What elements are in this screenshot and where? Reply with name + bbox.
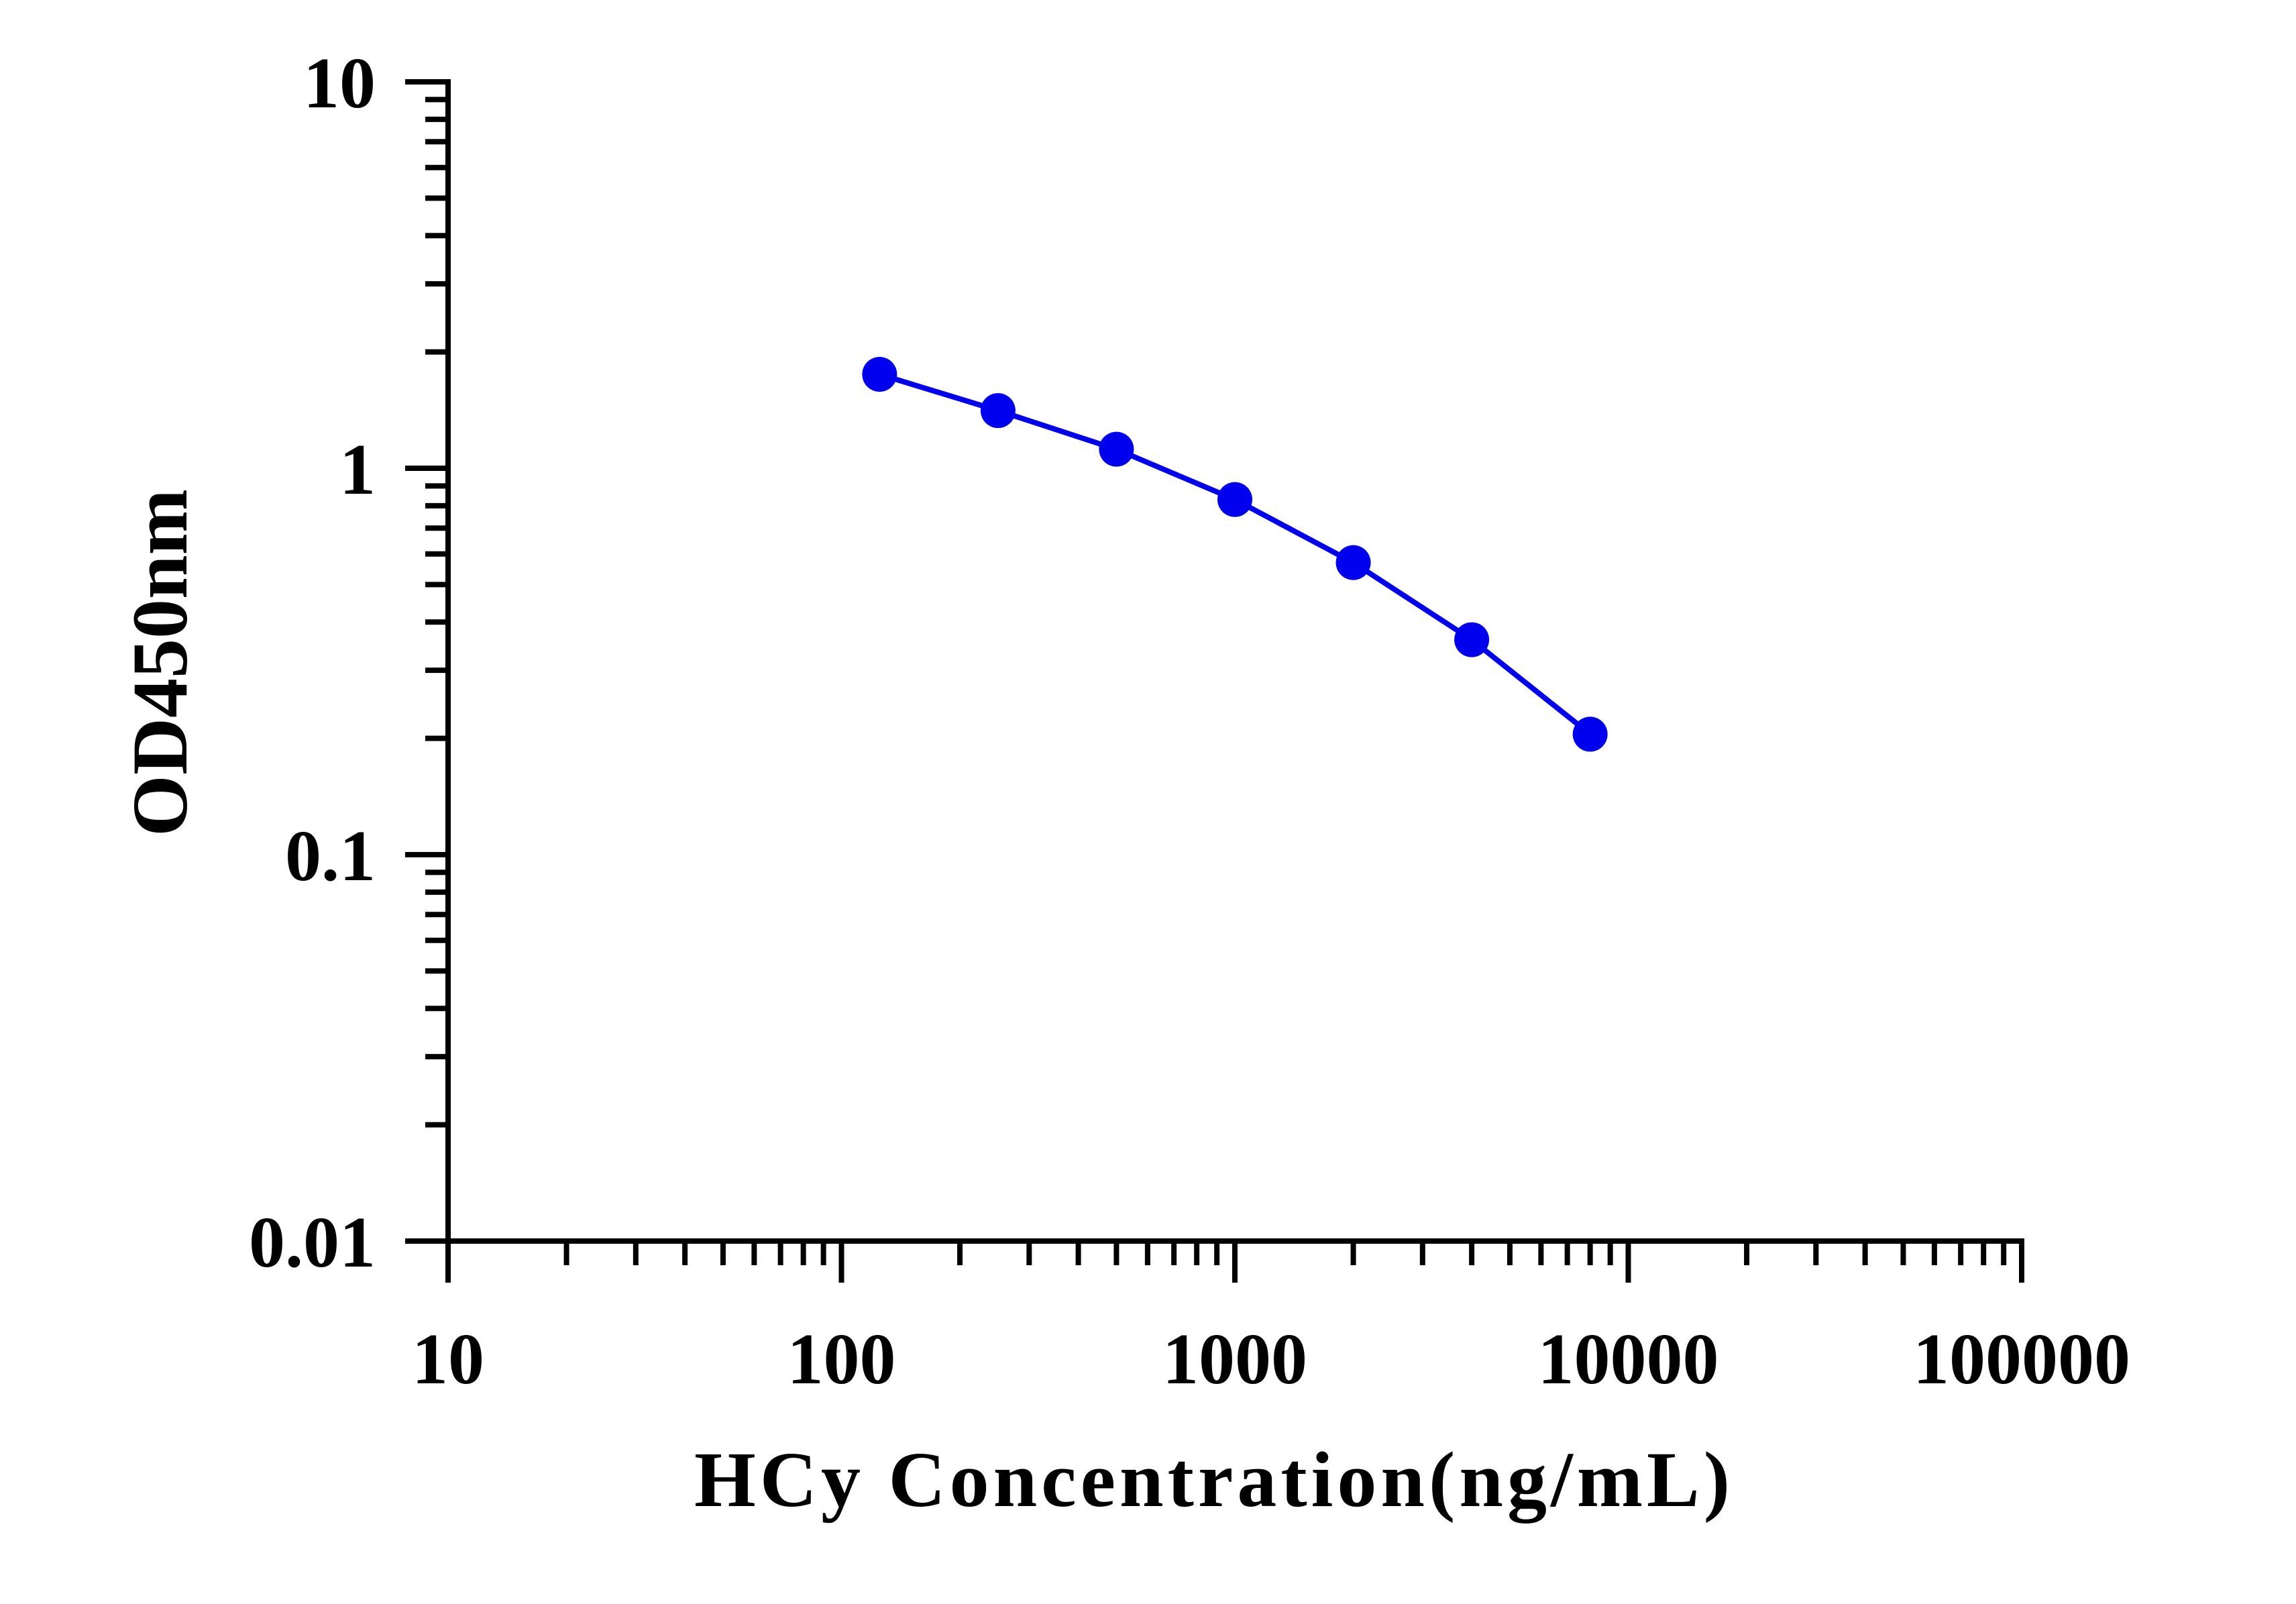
y-tick-label: 0.01 — [249, 1203, 376, 1283]
x-tick-label: 10000 — [1538, 1320, 1719, 1399]
x-axis-title: HCy Concentration(ng/mL) — [694, 1436, 1734, 1523]
x-tick-label: 10 — [412, 1320, 484, 1399]
data-point — [862, 357, 897, 392]
y-tick-label: 1 — [339, 430, 376, 510]
data-point — [1335, 545, 1371, 580]
y-axis-ticks: 0.01 0.1 1 10 — [249, 44, 451, 1283]
x-tick-label: 100 — [787, 1320, 896, 1399]
x-tick-label: 1000 — [1162, 1320, 1307, 1399]
data-point — [980, 393, 1016, 429]
x-axis-ticks: 10 100 1000 10000 100000 — [412, 1238, 2130, 1399]
plot-area — [862, 357, 1608, 752]
y-tick-label: 10 — [303, 44, 376, 123]
data-point — [1572, 716, 1608, 752]
y-tick-label: 0.1 — [285, 816, 376, 896]
data-point — [1454, 622, 1490, 657]
data-point — [1099, 431, 1134, 467]
x-tick-label: 100000 — [1913, 1320, 2130, 1399]
data-point — [1217, 482, 1252, 517]
y-axis-title: OD450nm — [116, 489, 204, 837]
axes — [445, 79, 2024, 1244]
series-line — [879, 372, 1592, 737]
